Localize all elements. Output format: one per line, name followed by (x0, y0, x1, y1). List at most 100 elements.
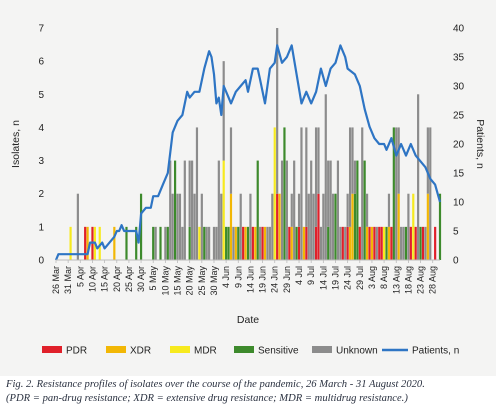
y-left-tick-label: 6 (38, 57, 44, 68)
bar-unknown-2020-07-10 (312, 193, 315, 260)
bar-mdr-2020-06-24 (273, 127, 276, 261)
x-tick-label: 25 Apr (124, 266, 134, 292)
bar-unknown-2020-07-15 (324, 94, 327, 260)
bar-xdr-2020-06-26 (278, 193, 281, 260)
bar-unknown-2020-07-05 (300, 127, 303, 261)
bar-mdr-2020-06-03 (222, 160, 225, 260)
bar-sensitive-2020-08-17 (404, 226, 408, 260)
bar-xdr-2020-07-06 (302, 226, 305, 260)
bar-unknown-2020-08-05 (375, 226, 378, 260)
legend-item-pdr: PDR (42, 346, 87, 357)
bar-pdr-2020-06-30 (288, 226, 291, 260)
bar-unknown-2020-07-26 (351, 127, 354, 194)
x-tick-label: 13 Aug (391, 266, 401, 294)
bar-unknown-2020-06-07 (232, 226, 235, 260)
bar-unknown-2020-05-28 (208, 226, 211, 260)
bar-xdr-2020-07-01 (290, 226, 293, 260)
x-tick-label: 8 Aug (379, 266, 389, 289)
bar-unknown-2020-05-10 (164, 226, 167, 260)
bar-sensitive-2020-06-13 (246, 226, 250, 260)
bar-pdr-2020-06-25 (276, 193, 279, 260)
bar-xdr-2020-07-26 (351, 193, 354, 260)
bar-sensitive-2020-08-31 (438, 193, 442, 260)
bar-unknown-2020-07-14 (322, 193, 325, 260)
x-tick-label: 15 Apr (100, 266, 110, 292)
bar-pdr-2020-08-04 (373, 226, 376, 260)
legend-label: Unknown (336, 346, 378, 357)
bar-pdr-2020-08-24 (421, 226, 425, 260)
bar-unknown-2020-05-18 (183, 160, 186, 260)
bar-sensitive-2020-06-28 (283, 127, 286, 261)
bar-layer (69, 28, 442, 261)
y-left-tick-label: 0 (38, 256, 44, 267)
bar-xdr-2020-04-08 (86, 226, 89, 260)
bar-sensitive-2020-06-04 (225, 226, 228, 260)
x-tick-label: 4 Jun (221, 266, 231, 288)
legend-swatch (42, 346, 62, 353)
bar-mdr-2020-08-08 (383, 226, 386, 260)
legend-swatch (106, 346, 126, 353)
bar-sensitive-2020-04-24 (125, 226, 128, 260)
bar-mdr-2020-08-20 (412, 193, 415, 260)
bar-unknown-2020-05-12 (169, 160, 172, 260)
bar-unknown-2020-08-15 (400, 226, 403, 260)
x-tick-label: 25 May (197, 266, 207, 296)
bar-unknown-2020-07-17 (329, 160, 332, 260)
bar-sensitive-2020-05-11 (166, 226, 169, 260)
x-tick-label: 29 Jul (355, 266, 365, 290)
bar-pdr-2020-06-11 (242, 226, 245, 260)
x-tick-label: 30 May (209, 266, 219, 296)
bar-xdr-2020-08-01 (365, 226, 369, 260)
bar-unknown-2020-05-25 (200, 193, 203, 260)
bar-unknown-2020-08-25 (424, 226, 427, 260)
bar-pdr-2020-06-19 (261, 226, 264, 260)
y-right-axis-title: Patients, n (474, 119, 486, 169)
bar-unknown-2020-05-30 (212, 226, 216, 260)
chart-figure: 0 1 2 3 4 5 6 7 0 5 10 15 20 25 30 35 40 26 Mar 31 Mar 5 Ap… (0, 0, 496, 376)
bar-unknown-2020-05-20 (188, 160, 191, 227)
bar-unknown-2020-08-18 (407, 193, 410, 260)
bar-pdr-2020-08-29 (434, 226, 437, 260)
bar-unknown-2020-05-06 (154, 226, 157, 260)
bar-unknown-2020-07-23 (344, 226, 347, 260)
bar-unknown-2020-07-12 (317, 127, 320, 194)
y-right-tick-label: 15 (453, 169, 465, 180)
legend-swatch (234, 346, 254, 353)
x-tick-label: 23 Aug (416, 266, 426, 294)
legend-item-sensitive: Sensitive (234, 346, 299, 357)
bar-unknown-2020-08-22 (417, 94, 420, 260)
bar-pdr-2020-07-11 (314, 226, 318, 260)
bar-pdr-2020-08-02 (368, 226, 371, 260)
y-left-tick-label: 2 (38, 189, 44, 200)
y-right-tick-label: 30 (453, 82, 465, 93)
legend-label: Sensitive (258, 346, 299, 357)
y-left-tick-label: 1 (38, 222, 44, 233)
bar-unknown-2020-08-01 (365, 193, 369, 227)
x-tick-label: 14 Jul (318, 266, 328, 290)
bar-unknown-2020-05-16 (178, 193, 182, 260)
y-left-tick-label: 7 (38, 24, 44, 35)
bar-unknown-2020-08-14 (397, 127, 400, 194)
bar-sensitive-2020-07-03 (295, 226, 298, 260)
bar-pdr-2020-04-07 (84, 226, 87, 260)
y-left-tick-label: 4 (38, 123, 44, 134)
y-right-tick-label: 20 (453, 140, 465, 151)
bar-unknown-2020-07-30 (361, 127, 364, 261)
bar-unknown-2020-05-13 (171, 193, 174, 260)
bar-unknown-2020-06-21 (266, 226, 269, 260)
bar-sensitive-2020-07-19 (334, 193, 337, 260)
bar-mdr-2020-04-13 (98, 226, 101, 260)
bar-pdr-2020-07-12 (317, 193, 320, 260)
bar-unknown-2020-06-03 (222, 61, 225, 161)
caption-line-1: Fig. 2. Resistance profiles of isolates … (6, 379, 425, 390)
bar-pdr-2020-08-07 (380, 226, 383, 260)
x-tick-label: 3 Aug (367, 266, 377, 289)
bar-pdr-2020-08-06 (378, 226, 381, 260)
x-tick-label: 9 Jul (306, 266, 316, 285)
bar-unknown-2020-07-20 (336, 160, 340, 260)
bar-xdr-2020-06-08 (234, 226, 237, 260)
bar-xdr-2020-06-16 (254, 226, 257, 260)
bar-unknown-2020-06-29 (285, 160, 288, 260)
bar-sensitive-2020-08-12 (392, 127, 395, 261)
bar-xdr-2020-06-06 (229, 193, 233, 260)
